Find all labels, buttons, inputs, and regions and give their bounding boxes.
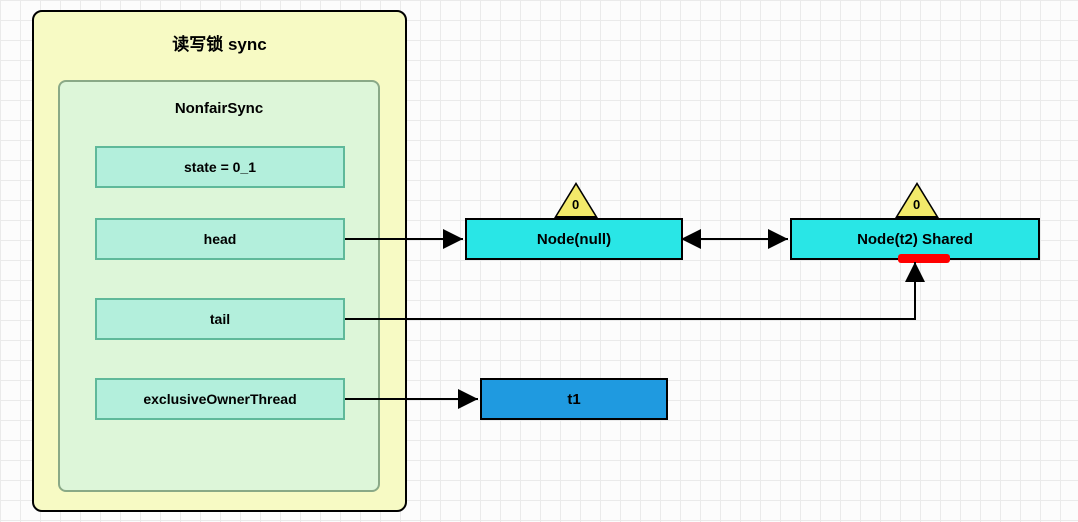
field-exclusiveOwnerThread-label: exclusiveOwnerThread (143, 391, 296, 407)
field-state: state = 0_1 (95, 146, 345, 188)
node-t1: t1 (480, 378, 668, 420)
field-tail: tail (95, 298, 345, 340)
node-t2-red-mark (898, 254, 950, 263)
node-null-badge-label: 0 (572, 197, 579, 212)
node-t2-badge-label: 0 (913, 197, 920, 212)
nonfairsync-title: NonfairSync (60, 100, 378, 117)
sync-title: 读写锁 sync (34, 30, 405, 55)
field-state-label: state = 0_1 (184, 159, 256, 175)
field-head: head (95, 218, 345, 260)
field-exclusiveOwnerThread: exclusiveOwnerThread (95, 378, 345, 420)
node-null: Node(null) (465, 218, 683, 260)
nonfairsync-container: NonfairSync (58, 80, 380, 492)
node-t1-label: t1 (567, 391, 580, 408)
node-null-label: Node(null) (537, 231, 611, 248)
node-t2-label: Node(t2) Shared (857, 231, 973, 248)
field-tail-label: tail (210, 311, 230, 327)
arrow-tail-to-t2 (345, 262, 915, 319)
field-head-label: head (204, 231, 237, 247)
